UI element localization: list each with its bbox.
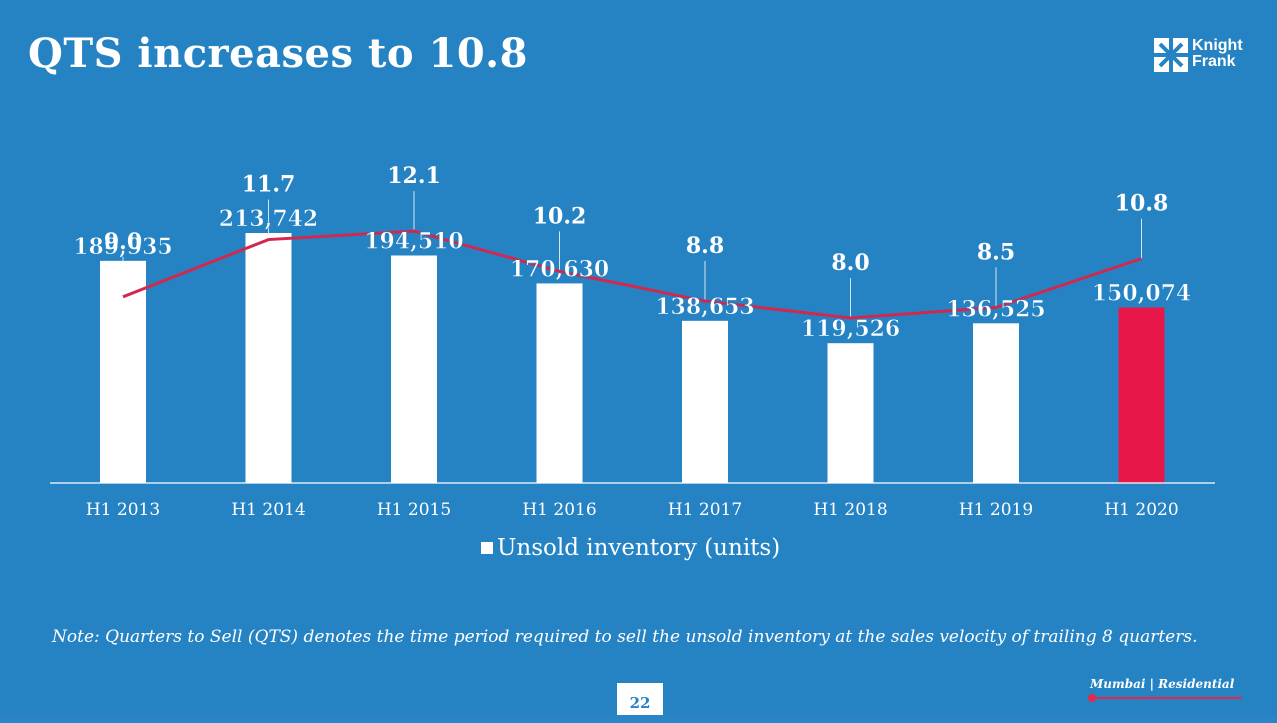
logo-line2: Frank xyxy=(1192,53,1236,70)
knight-frank-logo: Knight Frank xyxy=(1154,38,1250,74)
x-tick-label: H1 2013 xyxy=(86,500,160,520)
qts-value-label: 8.5 xyxy=(977,239,1015,265)
bar-h1-2019 xyxy=(973,323,1019,483)
logo-text: Knight Frank xyxy=(1192,38,1243,70)
bar-value-label: 194,510 xyxy=(364,228,464,254)
qts-line xyxy=(122,229,1142,320)
qts-value-label: 11.7 xyxy=(242,172,296,198)
qts-value-label: 9.0 xyxy=(104,229,142,255)
x-tick-label: H1 2019 xyxy=(959,500,1033,520)
qts-value-label: 10.8 xyxy=(1115,191,1169,217)
qts-value-label: 8.8 xyxy=(686,233,724,259)
bar-h1-2017 xyxy=(682,320,728,483)
bar-value-label: 170,630 xyxy=(510,256,610,282)
x-tick-label: H1 2020 xyxy=(1104,500,1178,520)
qts-value-label: 12.1 xyxy=(387,163,441,189)
bar-value-label: 136,525 xyxy=(946,296,1046,322)
qts-value-label: 8.0 xyxy=(831,250,869,276)
logo-mark-icon xyxy=(1154,38,1188,72)
logo-line1: Knight xyxy=(1192,37,1243,54)
page-number: 22 xyxy=(617,683,663,715)
x-tick-label: H1 2018 xyxy=(813,500,887,520)
footer-rule xyxy=(1092,697,1242,699)
bar-value-label: 138,653 xyxy=(655,294,755,320)
legend-swatch xyxy=(481,542,493,554)
x-tick-label: H1 2017 xyxy=(668,500,742,520)
leaders-group xyxy=(122,191,1142,318)
footnote: Note: Quarters to Sell (QTS) denotes the… xyxy=(52,627,1198,647)
page-title: QTS increases to 10.8 xyxy=(28,30,528,77)
bar-h1-2014 xyxy=(245,233,292,483)
legend: Unsold inventory (units) xyxy=(481,535,780,561)
bar-value-label: 189,935 xyxy=(73,234,173,260)
qts-value-label: 10.2 xyxy=(533,203,587,229)
footer-section-tag: Mumbai | Residential xyxy=(1090,677,1235,691)
x-tick-label: H1 2016 xyxy=(522,500,596,520)
x-tick-label: H1 2015 xyxy=(377,500,451,520)
bars-group xyxy=(100,233,1165,483)
bar-h1-2015 xyxy=(391,255,437,483)
legend-label: Unsold inventory (units) xyxy=(497,535,781,561)
bar-h1-2013 xyxy=(100,260,146,483)
bar-h1-2020 xyxy=(1118,307,1165,483)
bar-value-label: 213,742 xyxy=(219,206,319,232)
x-tick-label: H1 2014 xyxy=(231,500,305,520)
bar-value-label: 150,074 xyxy=(1092,280,1192,306)
bar-h1-2018 xyxy=(827,343,874,483)
bar-h1-2016 xyxy=(536,283,583,483)
bar-value-label: 119,526 xyxy=(801,316,901,342)
